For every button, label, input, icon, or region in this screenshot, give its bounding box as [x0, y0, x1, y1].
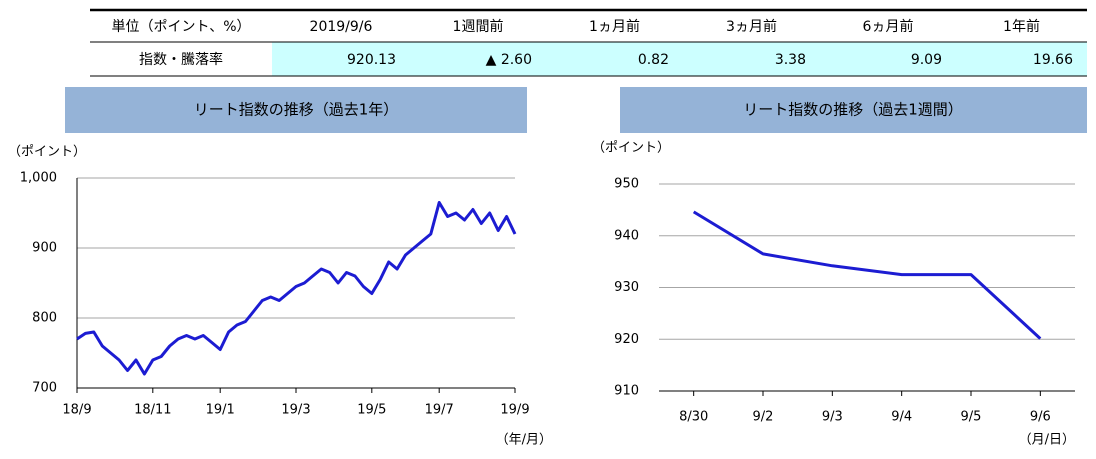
x-tick-label: 18/9 [62, 403, 91, 418]
chart-title: リート指数の推移（過去1年） [194, 101, 399, 119]
y-axis-label: （ポイント） [592, 141, 670, 156]
y-tick-label: 800 [32, 311, 57, 326]
table-cell: ▲ 2.60 [486, 52, 532, 68]
table-header: 1週間前 [453, 18, 504, 35]
line-series [692, 210, 1042, 340]
y-tick-label: 700 [32, 381, 57, 396]
chart-title: リート指数の推移（過去1週間） [743, 101, 963, 119]
table-header: 6ヵ月前 [863, 18, 914, 35]
table-cell: 3.38 [775, 52, 806, 68]
x-tick-label: 19/3 [281, 403, 310, 418]
x-tick-label: 19/7 [425, 403, 454, 418]
x-tick-label: 9/4 [891, 410, 912, 425]
table-cell: 920.13 [347, 52, 396, 68]
x-tick-label: 19/5 [357, 403, 386, 418]
x-tick-label: 18/11 [134, 403, 171, 418]
line-series [76, 201, 517, 376]
table-header: 1年前 [1003, 18, 1040, 35]
y-tick-label: 1,000 [20, 171, 57, 186]
x-tick-label: 8/30 [679, 410, 708, 425]
table-header: 3ヵ月前 [726, 18, 777, 35]
table-header: 2019/9/6 [310, 19, 373, 35]
x-tick-label: 19/9 [500, 403, 529, 418]
x-tick-label: 9/5 [961, 410, 982, 425]
y-axis-label: （ポイント） [8, 145, 86, 160]
x-tick-label: 19/1 [206, 403, 235, 418]
y-tick-label: 900 [32, 241, 57, 256]
x-axis-label: （年/月） [496, 433, 552, 448]
y-tick-label: 920 [614, 332, 639, 347]
table-cell: 0.82 [638, 52, 669, 68]
y-tick-label: 950 [614, 177, 639, 192]
x-tick-label: 9/6 [1030, 410, 1051, 425]
table-header: 単位（ポイント、%） [111, 19, 250, 35]
x-tick-label: 9/2 [753, 410, 774, 425]
table-cell: 指数・騰落率 [139, 51, 223, 68]
table-highlight [272, 42, 1087, 76]
chart-title-box [620, 87, 1087, 133]
table-header: 1ヵ月前 [589, 18, 640, 35]
y-tick-label: 910 [614, 384, 639, 399]
x-axis-label: （月/日） [1019, 433, 1075, 448]
x-tick-label: 9/3 [822, 410, 843, 425]
table-cell: 19.66 [1033, 52, 1073, 68]
chart-title-box [65, 87, 527, 133]
table-cell: 9.09 [911, 52, 942, 68]
y-tick-label: 930 [614, 280, 639, 295]
y-tick-label: 940 [614, 228, 639, 243]
